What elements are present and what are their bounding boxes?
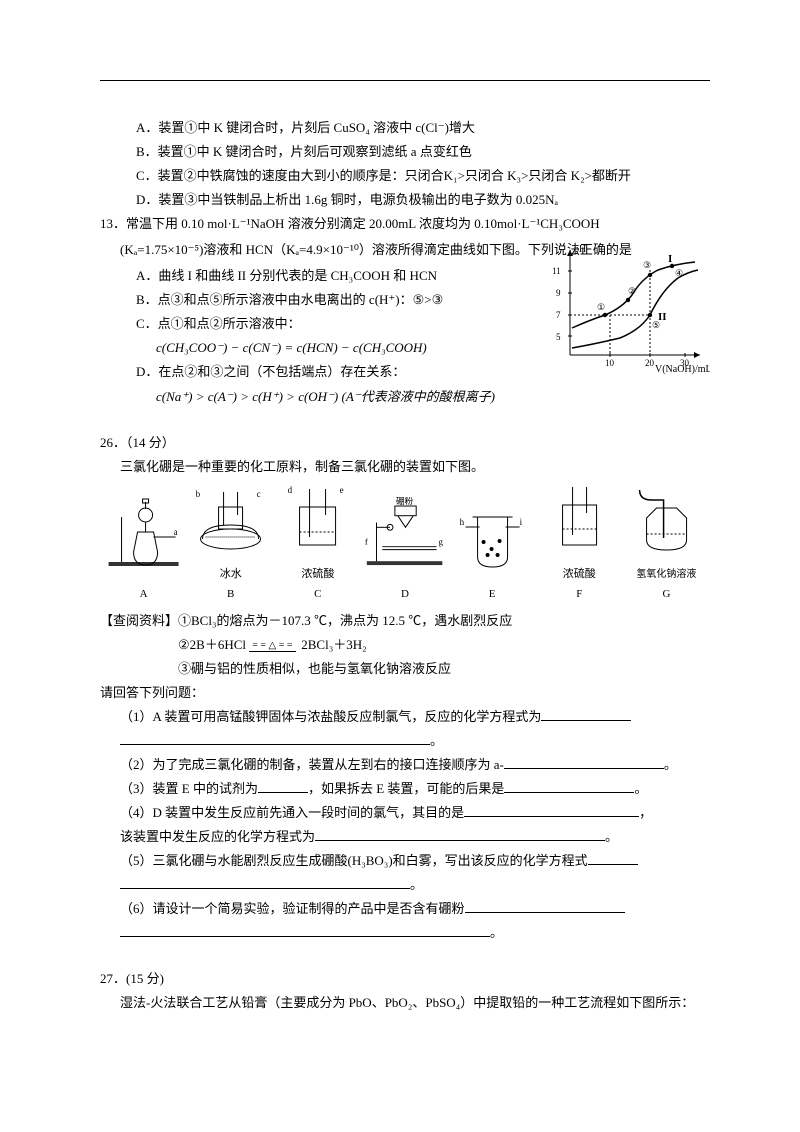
svg-text:①: ① xyxy=(597,302,605,312)
q26-3: （3）装置 E 中的试剂为，如果拆去 E 装置，可能的后果是。 xyxy=(100,777,710,801)
titration-chart: pH V(NaOH)/mL 5 7 9 11 10 20 30 I II ① ②… xyxy=(550,240,710,375)
svg-text:硼粉: 硼粉 xyxy=(396,497,414,506)
q27: 27．(15 分) 湿法-火法联合工艺从铅膏（主要成分为 PbO、PbO₂、Pb… xyxy=(100,967,710,1015)
q12-option-b: B．装置①中 K 键闭合时，片刻后可观察到滤纸 a 点变红色 xyxy=(100,140,710,164)
apparatus-a: a A xyxy=(100,497,187,605)
q26: 26．（14 分） 三氯化硼是一种重要的化工原料，制备三氯化硼的装置如下图。 a… xyxy=(100,431,710,946)
svg-text:i: i xyxy=(519,517,522,527)
text: c(CH₃COO⁻) − c(CN⁻) = c(HCN) − c(CH₃COOH… xyxy=(156,340,427,355)
text: C．装置②中铁腐蚀的速度由大到小的顺序是：只闭合K₁>只闭合 K₃>只闭合 K₂… xyxy=(136,168,631,183)
reaction-condition: = = △ = = xyxy=(249,641,298,651)
q26-6: （6）请设计一个简易实验，验证制得的产品中是否含有硼粉 xyxy=(100,897,710,921)
svg-text:⑤: ⑤ xyxy=(652,320,660,330)
text: A．曲线 I 和曲线 II 分别代表的是 CH₃COOH 和 HCN xyxy=(136,268,437,283)
blank xyxy=(315,840,605,841)
info-1: ①BCl₃的熔点为－107.3 ℃，沸点为 12.5 ℃，遇水剧烈反应 xyxy=(178,613,512,628)
blank xyxy=(541,720,631,721)
blank xyxy=(588,864,638,865)
info-header: 【查阅资料】 xyxy=(100,613,178,628)
blank xyxy=(464,816,639,817)
caption: 浓硫酸 xyxy=(536,564,623,584)
q26-header: 26．（14 分） xyxy=(100,431,710,455)
label: B xyxy=(187,584,274,604)
text: B．点③和点⑤所示溶液中由水电离出的 c(H⁺)：⑤>③ xyxy=(136,292,443,307)
apparatus-diagram: a A b c 冰水 B d e 浓硫酸 C f g 硼粉 D h i E 浓硫酸 F xyxy=(100,485,710,605)
svg-text:②: ② xyxy=(628,286,636,296)
apparatus-d: f g 硼粉 D xyxy=(361,497,448,605)
apparatus-c: d e 浓硫酸 C xyxy=(274,477,361,605)
svg-text:④: ④ xyxy=(675,268,683,278)
svg-text:20: 20 xyxy=(645,358,655,368)
label: G xyxy=(623,584,710,604)
page-top-rule xyxy=(100,80,710,81)
svg-text:b: b xyxy=(196,489,201,499)
label: D xyxy=(361,584,448,604)
q26-5: （5）三氯化硼与水能剧烈反应生成硼酸(H₃BO₃)和白雾，写出该反应的化学方程式 xyxy=(100,849,710,873)
text: c(Na⁺) > c(A⁻) > c(H⁺) > c(OH⁻) (A⁻代表溶液中… xyxy=(156,389,495,404)
svg-text:10: 10 xyxy=(605,358,615,368)
q27-intro: 湿法-火法联合工艺从铅膏（主要成分为 PbO、PbO₂、PbSO₄）中提取铅的一… xyxy=(100,991,710,1015)
y-label: pH xyxy=(574,244,586,255)
label: E xyxy=(449,584,536,604)
svg-text:9: 9 xyxy=(556,288,561,298)
svg-text:h: h xyxy=(459,517,464,527)
blank xyxy=(465,912,625,913)
svg-text:c: c xyxy=(257,489,261,499)
blank xyxy=(120,744,430,745)
svg-text:I: I xyxy=(668,253,672,265)
svg-text:11: 11 xyxy=(552,266,561,276)
svg-text:g: g xyxy=(439,537,444,547)
label: A xyxy=(100,584,187,604)
q26-1b: 。 xyxy=(100,729,710,753)
apparatus-b: b c 冰水 B xyxy=(187,477,274,605)
info-2: ②2B＋6HCl = = △ = = 2BCl₃＋3H₂ xyxy=(100,633,710,657)
apparatus-g: 氢氧化钠溶液 G xyxy=(623,478,710,604)
svg-text:f: f xyxy=(365,537,368,547)
q26-1: （1）A 装置可用高锰酸钾固体与浓盐酸反应制氯气，反应的化学方程式为 xyxy=(100,705,710,729)
label: F xyxy=(536,584,623,604)
caption: 氢氧化钠溶液 xyxy=(623,566,710,585)
svg-text:7: 7 xyxy=(556,310,561,320)
svg-text:5: 5 xyxy=(556,332,561,342)
q26-2: （2）为了完成三氯化硼的制备，装置从左到右的接口连接顺序为 a-。 xyxy=(100,753,710,777)
q27-header: 27．(15 分) xyxy=(100,967,710,991)
q12-option-a: A．装置①中 K 键闭合时，片刻后 CuSO₄ 溶液中 c(Cl⁻)增大 xyxy=(100,116,710,140)
label: C xyxy=(274,584,361,604)
q13-option-d2: c(Na⁺) > c(A⁻) > c(H⁺) > c(OH⁻) (A⁻代表溶液中… xyxy=(100,385,710,409)
caption: 冰水 xyxy=(187,564,274,584)
q26-4b: 该装置中发生反应的化学方程式为。 xyxy=(100,825,710,849)
svg-text:d: d xyxy=(288,485,293,495)
ask: 请回答下列问题： xyxy=(100,681,710,705)
q26-4a: （4）D 装置中发生反应前先通入一段时间的氯气，其目的是， xyxy=(100,801,710,825)
info-3: ③硼与铝的性质相似，也能与氢氧化钠溶液反应 xyxy=(100,657,710,681)
chart-svg: pH V(NaOH)/mL 5 7 9 11 10 20 30 I II ① ②… xyxy=(550,240,710,375)
svg-text:a: a xyxy=(174,527,178,537)
blank xyxy=(120,888,410,889)
blank xyxy=(120,936,490,937)
q13-stem-1: 13．常温下用 0.10 mol·L⁻¹NaOH 溶液分别滴定 20.00mL … xyxy=(100,212,710,236)
text: D．装置③中当铁制品上析出 1.6g 铜时，电源负极输出的电子数为 0.025N… xyxy=(136,192,558,207)
apparatus-e: h i E xyxy=(449,497,536,605)
q12-option-c: C．装置②中铁腐蚀的速度由大到小的顺序是：只闭合K₁>只闭合 K₃>只闭合 K₂… xyxy=(100,164,710,188)
caption: 浓硫酸 xyxy=(274,564,361,584)
q26-5b: 。 xyxy=(100,873,710,897)
text: A．装置①中 K 键闭合时，片刻后 CuSO₄ 溶液中 c(Cl⁻)增大 xyxy=(136,120,475,135)
text: C．点①和点②所示溶液中： xyxy=(136,316,301,331)
text: B．装置①中 K 键闭合时，片刻后可观察到滤纸 a 点变红色 xyxy=(136,144,472,159)
blank xyxy=(258,792,308,793)
blank xyxy=(504,768,664,769)
text: 13．常温下用 0.10 mol·L⁻¹NaOH 溶液分别滴定 20.00mL … xyxy=(100,216,600,231)
blank xyxy=(504,792,634,793)
svg-text:30: 30 xyxy=(680,358,690,368)
text: D．在点②和③之间（不包括端点）存在关系： xyxy=(136,364,405,379)
q12-option-d: D．装置③中当铁制品上析出 1.6g 铜时，电源负极输出的电子数为 0.025N… xyxy=(100,188,710,212)
q26-6b: 。 xyxy=(100,921,710,945)
info-block: 【查阅资料】①BCl₃的熔点为－107.3 ℃，沸点为 12.5 ℃，遇水剧烈反… xyxy=(100,609,710,633)
q26-intro: 三氯化硼是一种重要的化工原料，制备三氯化硼的装置如下图。 xyxy=(100,455,710,479)
svg-text:③: ③ xyxy=(643,260,651,270)
svg-text:e: e xyxy=(340,485,344,495)
apparatus-f: 浓硫酸 F xyxy=(536,477,623,605)
